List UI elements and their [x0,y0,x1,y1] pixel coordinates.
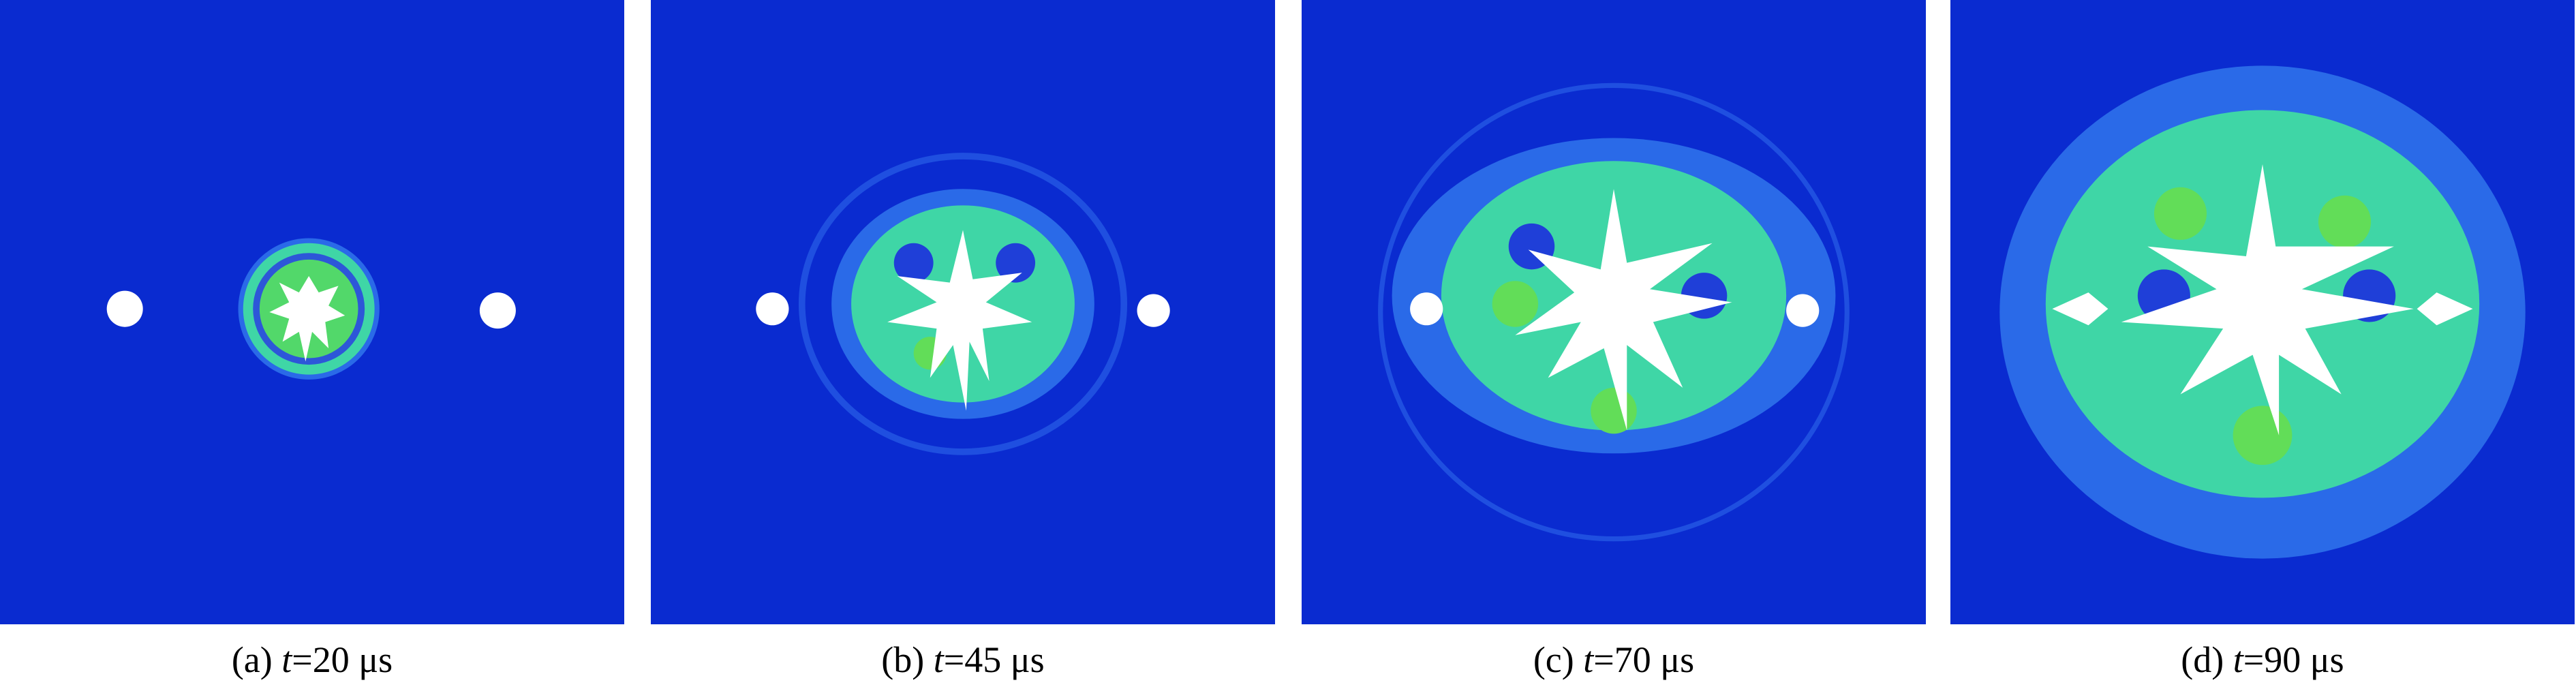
panel-b [651,0,1275,624]
caption-variable: t [933,639,944,680]
snapshot [1302,0,1926,624]
panel-a [0,0,624,624]
burst [269,275,346,362]
zone [1591,387,1637,434]
snapshot [651,0,1275,624]
hole [2052,292,2109,326]
hole [106,290,143,327]
hole [2417,292,2473,326]
caption: (a) t=20 μs [0,638,624,682]
snapshot [1950,0,2575,624]
panel-c [1302,0,1926,624]
caption: (b) t=45 μs [651,638,1275,682]
void [996,243,1036,283]
snapshot [0,0,624,624]
caption: (d) t=90 μs [1950,638,2575,682]
caption-value: =45 μs [943,639,1045,680]
void [893,243,934,283]
hole [756,292,789,326]
zone [2233,406,2293,465]
wave [1378,82,1850,542]
caption-value: =20 μs [292,639,393,680]
hole [1137,294,1170,327]
zone [1492,281,1539,327]
caption-value: =70 μs [1593,639,1695,680]
caption: (c) t=70 μs [1302,638,1926,682]
burst [887,230,1032,411]
caption-value: =90 μs [2243,639,2344,680]
wave [798,153,1128,455]
hole [479,292,516,329]
zone [2318,195,2372,248]
caption-variable: t [2233,639,2243,680]
burst [2121,164,2414,436]
caption-label: (d) [2181,639,2224,680]
caption-label: (a) [231,639,273,680]
panel-d [1950,0,2575,624]
caption-label: (c) [1533,639,1574,680]
zone [2153,187,2207,240]
caption-label: (b) [881,639,925,680]
hole [1410,292,1443,326]
hole [1786,294,1820,327]
caption-variable: t [281,639,292,680]
burst [1515,189,1732,431]
caption-variable: t [1583,639,1594,680]
